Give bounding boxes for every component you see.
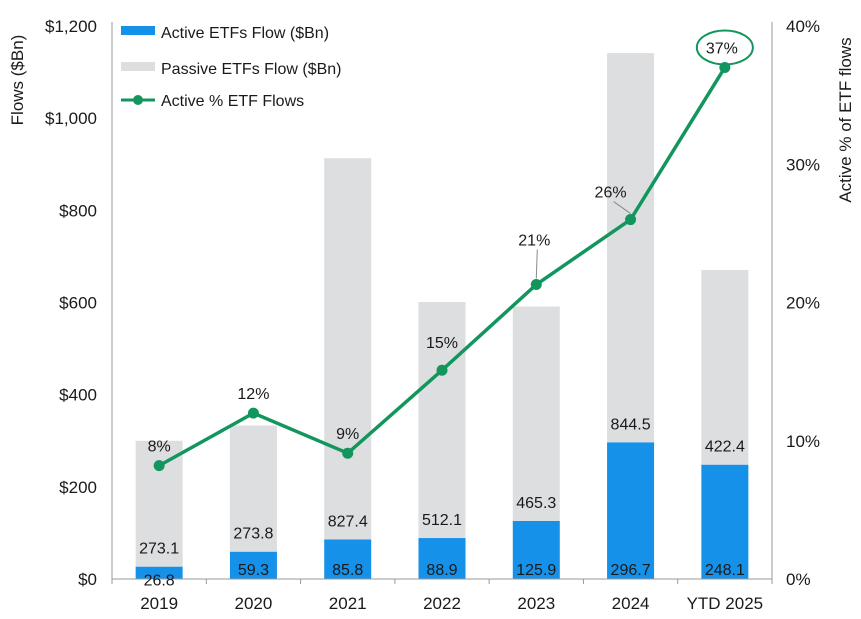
- pct-leader-line: [535, 249, 538, 279]
- y-tick-label: $200: [59, 478, 97, 497]
- pct-marker: [436, 364, 448, 376]
- bar-active: [324, 539, 372, 579]
- y-tick-label: $1,000: [45, 109, 97, 128]
- y2-tick-label: 30%: [786, 155, 820, 174]
- x-tick-label: 2020: [235, 594, 273, 613]
- y2-axis-title: Active % of ETF flows: [836, 37, 855, 202]
- pct-value-label: 26%: [595, 185, 627, 202]
- active-value-label: 296.7: [611, 562, 651, 579]
- bar-passive: [701, 270, 749, 465]
- passive-value-label: 422.4: [705, 439, 745, 456]
- x-tick-label: 2019: [140, 594, 178, 613]
- pct-marker: [153, 460, 165, 472]
- legend-swatch-passive: [121, 62, 155, 71]
- x-tick-label: 2022: [423, 594, 461, 613]
- passive-value-label: 844.5: [611, 416, 651, 433]
- pct-marker: [247, 407, 259, 419]
- x-tick-label: 2021: [329, 594, 367, 613]
- pct-value-label: 21%: [518, 233, 550, 250]
- active-value-label: 125.9: [516, 562, 556, 579]
- active-value-label: 85.8: [332, 562, 363, 579]
- active-value-label: 26.8: [144, 573, 175, 590]
- y2-tick-label: 40%: [786, 17, 820, 36]
- y2-tick-label: 20%: [786, 294, 820, 313]
- bar-active: [418, 538, 466, 579]
- highlight-ellipse: [695, 29, 754, 66]
- legend: Active ETFs Flow ($Bn) Passive ETFs Flow…: [121, 25, 341, 110]
- pct-marker: [530, 279, 542, 291]
- pct-value-label: 9%: [336, 426, 359, 443]
- x-tick-label: 2024: [612, 594, 650, 613]
- y-tick-label: $600: [59, 294, 97, 313]
- pct-value-label: 8%: [148, 439, 171, 456]
- passive-value-label: 827.4: [328, 513, 368, 530]
- active-value-label: 59.3: [238, 562, 269, 579]
- bar-passive: [229, 425, 277, 552]
- pct-value-label: 12%: [237, 386, 269, 403]
- bars-layer: [135, 53, 749, 579]
- bar-passive: [324, 158, 372, 540]
- legend-label-active: Active ETFs Flow ($Bn): [161, 25, 329, 42]
- legend-label-passive: Passive ETFs Flow ($Bn): [161, 61, 341, 78]
- x-tick-label: 2023: [517, 594, 555, 613]
- y-tick-label: $400: [59, 386, 97, 405]
- passive-value-label: 465.3: [516, 495, 556, 512]
- y-tick-label: $800: [59, 201, 97, 220]
- y-axis-title: Flows ($Bn): [8, 35, 27, 126]
- bar-active: [607, 442, 655, 579]
- bar-passive: [512, 306, 560, 521]
- bar-passive: [607, 53, 655, 443]
- axis-layer: $0 $200 $400 $600 $800 $1,000 $1,200 0% 10% 20% 30…: [45, 17, 820, 613]
- labels-layer: 26.8 273.1 59.3 273.8 85.8 827.4 88.9 512.1 125.…: [139, 29, 754, 590]
- passive-value-label: 512.1: [422, 512, 462, 529]
- pct-value-label: 37%: [706, 40, 738, 57]
- passive-value-label: 273.8: [233, 526, 273, 543]
- passive-value-label: 273.1: [139, 541, 179, 558]
- bar-passive: [418, 302, 466, 539]
- pct-marker: [342, 447, 354, 459]
- y2-tick-label: 10%: [786, 432, 820, 451]
- legend-label-pct: Active % ETF Flows: [161, 93, 304, 110]
- pct-marker: [625, 214, 637, 226]
- legend-swatch-marker: [133, 95, 143, 105]
- bar-active: [135, 566, 183, 579]
- active-value-label: 248.1: [705, 562, 745, 579]
- bar-active: [701, 464, 749, 579]
- bar-active: [229, 551, 277, 579]
- y-tick-label: $0: [78, 570, 97, 589]
- legend-swatch-active: [121, 26, 155, 35]
- x-tick-label: YTD 2025: [687, 594, 764, 613]
- active-value-label: 88.9: [426, 562, 457, 579]
- y-tick-label: $1,200: [45, 17, 97, 36]
- pct-value-label: 15%: [426, 335, 458, 352]
- line-layer: [153, 61, 731, 472]
- pct-leader-line: [613, 201, 631, 214]
- bar-active: [512, 520, 560, 579]
- y2-tick-label: 0%: [786, 570, 811, 589]
